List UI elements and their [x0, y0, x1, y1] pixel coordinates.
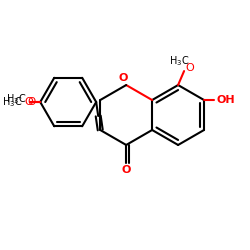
Text: O: O: [186, 63, 194, 73]
Text: O: O: [118, 73, 128, 83]
Text: O: O: [27, 97, 36, 107]
Text: OH: OH: [217, 95, 235, 105]
Text: H$_3$C: H$_3$C: [2, 95, 22, 109]
Text: H$_3$C: H$_3$C: [6, 92, 26, 106]
Text: O: O: [24, 97, 33, 107]
Text: H$_3$C: H$_3$C: [169, 54, 189, 68]
Text: O: O: [122, 165, 131, 175]
